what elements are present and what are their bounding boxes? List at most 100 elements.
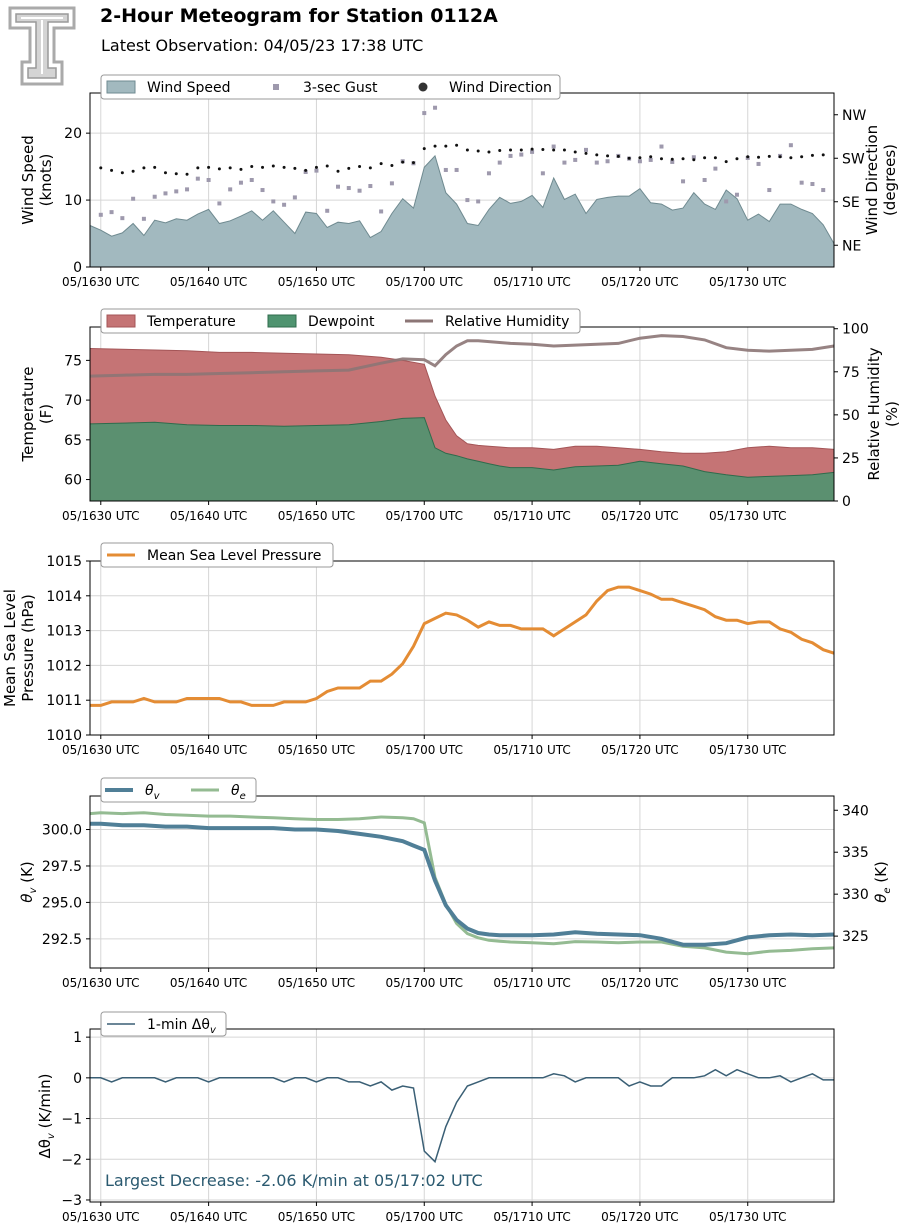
direction-point [487, 150, 491, 154]
gust-point [508, 153, 513, 158]
gust-point [713, 166, 718, 171]
direction-point [681, 157, 685, 161]
symbol: Δθ [36, 1139, 54, 1158]
direction-point [724, 160, 728, 164]
x-tick-label: 05/1720 UTC [601, 1210, 678, 1224]
direction-point [411, 161, 415, 165]
legend-label: 1-min Δθv [147, 1017, 217, 1036]
y-tick-label: 60 [64, 473, 82, 489]
direction-point [465, 148, 469, 152]
gust-point [303, 169, 308, 174]
direction-point [498, 149, 502, 153]
legend: Temperature Dewpoint Relative Humidity [100, 308, 581, 334]
legend-label: Wind Direction [449, 80, 552, 96]
gust-point [681, 179, 686, 184]
pressure-line [90, 585, 835, 707]
gust-point [519, 152, 524, 157]
direction-point [336, 169, 340, 173]
legend: θv θe [100, 777, 257, 803]
direction-point [196, 166, 200, 170]
subscript: e [882, 887, 893, 893]
x-tick-label: 05/1640 UTC [170, 743, 247, 757]
gust-point [562, 160, 567, 165]
direction-point [282, 165, 286, 169]
axis-label-line: Temperature [19, 366, 37, 462]
y-tick-label: −2 [61, 1152, 82, 1168]
y-tick-label: 292.5 [42, 932, 82, 948]
gust-point [292, 195, 297, 200]
plot-border [89, 795, 835, 969]
gust-point [271, 199, 276, 204]
y2-tick-label: 340 [842, 803, 869, 819]
direction-point [271, 164, 275, 168]
y2-tick-label: 335 [842, 845, 869, 861]
gust-point [691, 155, 696, 160]
direction-point [217, 167, 221, 171]
y2-tick-label: 330 [842, 887, 869, 903]
gust-point [659, 144, 664, 149]
panel-3: 05/1630 UTC 05/1640 UTC 05/1650 UTC 05/1700… [1, 542, 835, 757]
legend-swatch [273, 84, 279, 90]
symbol: θ [872, 894, 890, 903]
legend-swatch [106, 80, 136, 94]
legend-label: Dewpoint [308, 314, 375, 330]
direction-point [735, 157, 739, 161]
plot-border [89, 560, 835, 736]
gust-point [573, 157, 578, 162]
direction-point [509, 148, 513, 152]
gust-point [217, 201, 222, 206]
x-tick-label: 05/1640 UTC [170, 1210, 247, 1224]
y2-tick-label: 100 [842, 322, 869, 338]
direction-point [541, 148, 545, 152]
y-tick-label: −3 [61, 1193, 82, 1209]
legend-label: 3-sec Gust [303, 80, 378, 96]
legend: Mean Sea Level Pressure [100, 542, 334, 568]
dtheta-line [90, 1068, 834, 1164]
axis-label-line: Pressure (hPa) [19, 594, 37, 702]
y2-tick-label: NW [842, 108, 866, 124]
direction-point [444, 144, 448, 148]
x-tick-label: 05/1730 UTC [709, 275, 786, 289]
gust-point [476, 199, 481, 204]
subscript: e [240, 791, 246, 802]
y-tick-label: 1015 [46, 554, 82, 570]
gust-point [465, 198, 470, 203]
gust-point [433, 105, 438, 110]
y2-tick-label: 325 [842, 929, 869, 945]
plot-border [89, 1028, 835, 1203]
largest-decrease-annotation: Largest Decrease: -2.06 K/min at 05/17:0… [105, 1171, 483, 1190]
wind-speed-area [90, 155, 834, 267]
legend-label: θe [231, 783, 246, 802]
y2-tick-label: 0 [842, 494, 851, 510]
gust-point [637, 159, 642, 164]
gust-point [486, 171, 491, 176]
direction-point [228, 166, 232, 170]
direction-point [131, 169, 135, 173]
gust-point [206, 178, 211, 182]
direction-point [562, 148, 566, 152]
x-tick-label: 05/1630 UTC [62, 743, 139, 757]
gust-point [357, 188, 362, 193]
y-tick-label: 10 [64, 193, 82, 209]
direction-point [746, 155, 750, 159]
gust-point [346, 186, 351, 191]
gust-point [734, 192, 739, 197]
x-tick-label: 05/1720 UTC [601, 275, 678, 289]
x-tick-label: 05/1630 UTC [62, 1210, 139, 1224]
direction-point [110, 168, 114, 172]
direction-point [757, 155, 761, 159]
direction-point [207, 165, 211, 169]
y-tick-label: 65 [64, 433, 82, 449]
y2-tick-label: NE [842, 238, 861, 254]
texas-tech-logo-icon [8, 6, 76, 90]
unit: (K) [872, 861, 890, 887]
x-tick-label: 05/1700 UTC [386, 743, 463, 757]
panel-4: 05/1630 UTC 05/1640 UTC 05/1650 UTC 05/1700… [18, 777, 893, 990]
gust-point [174, 189, 179, 194]
x-tick-label: 05/1640 UTC [170, 509, 247, 523]
direction-point [530, 147, 534, 151]
y-axis-label: θv (K) [18, 861, 39, 902]
direction-point [659, 157, 663, 161]
axis-label-line: Wind Direction [863, 125, 881, 235]
gust-point [260, 188, 265, 193]
